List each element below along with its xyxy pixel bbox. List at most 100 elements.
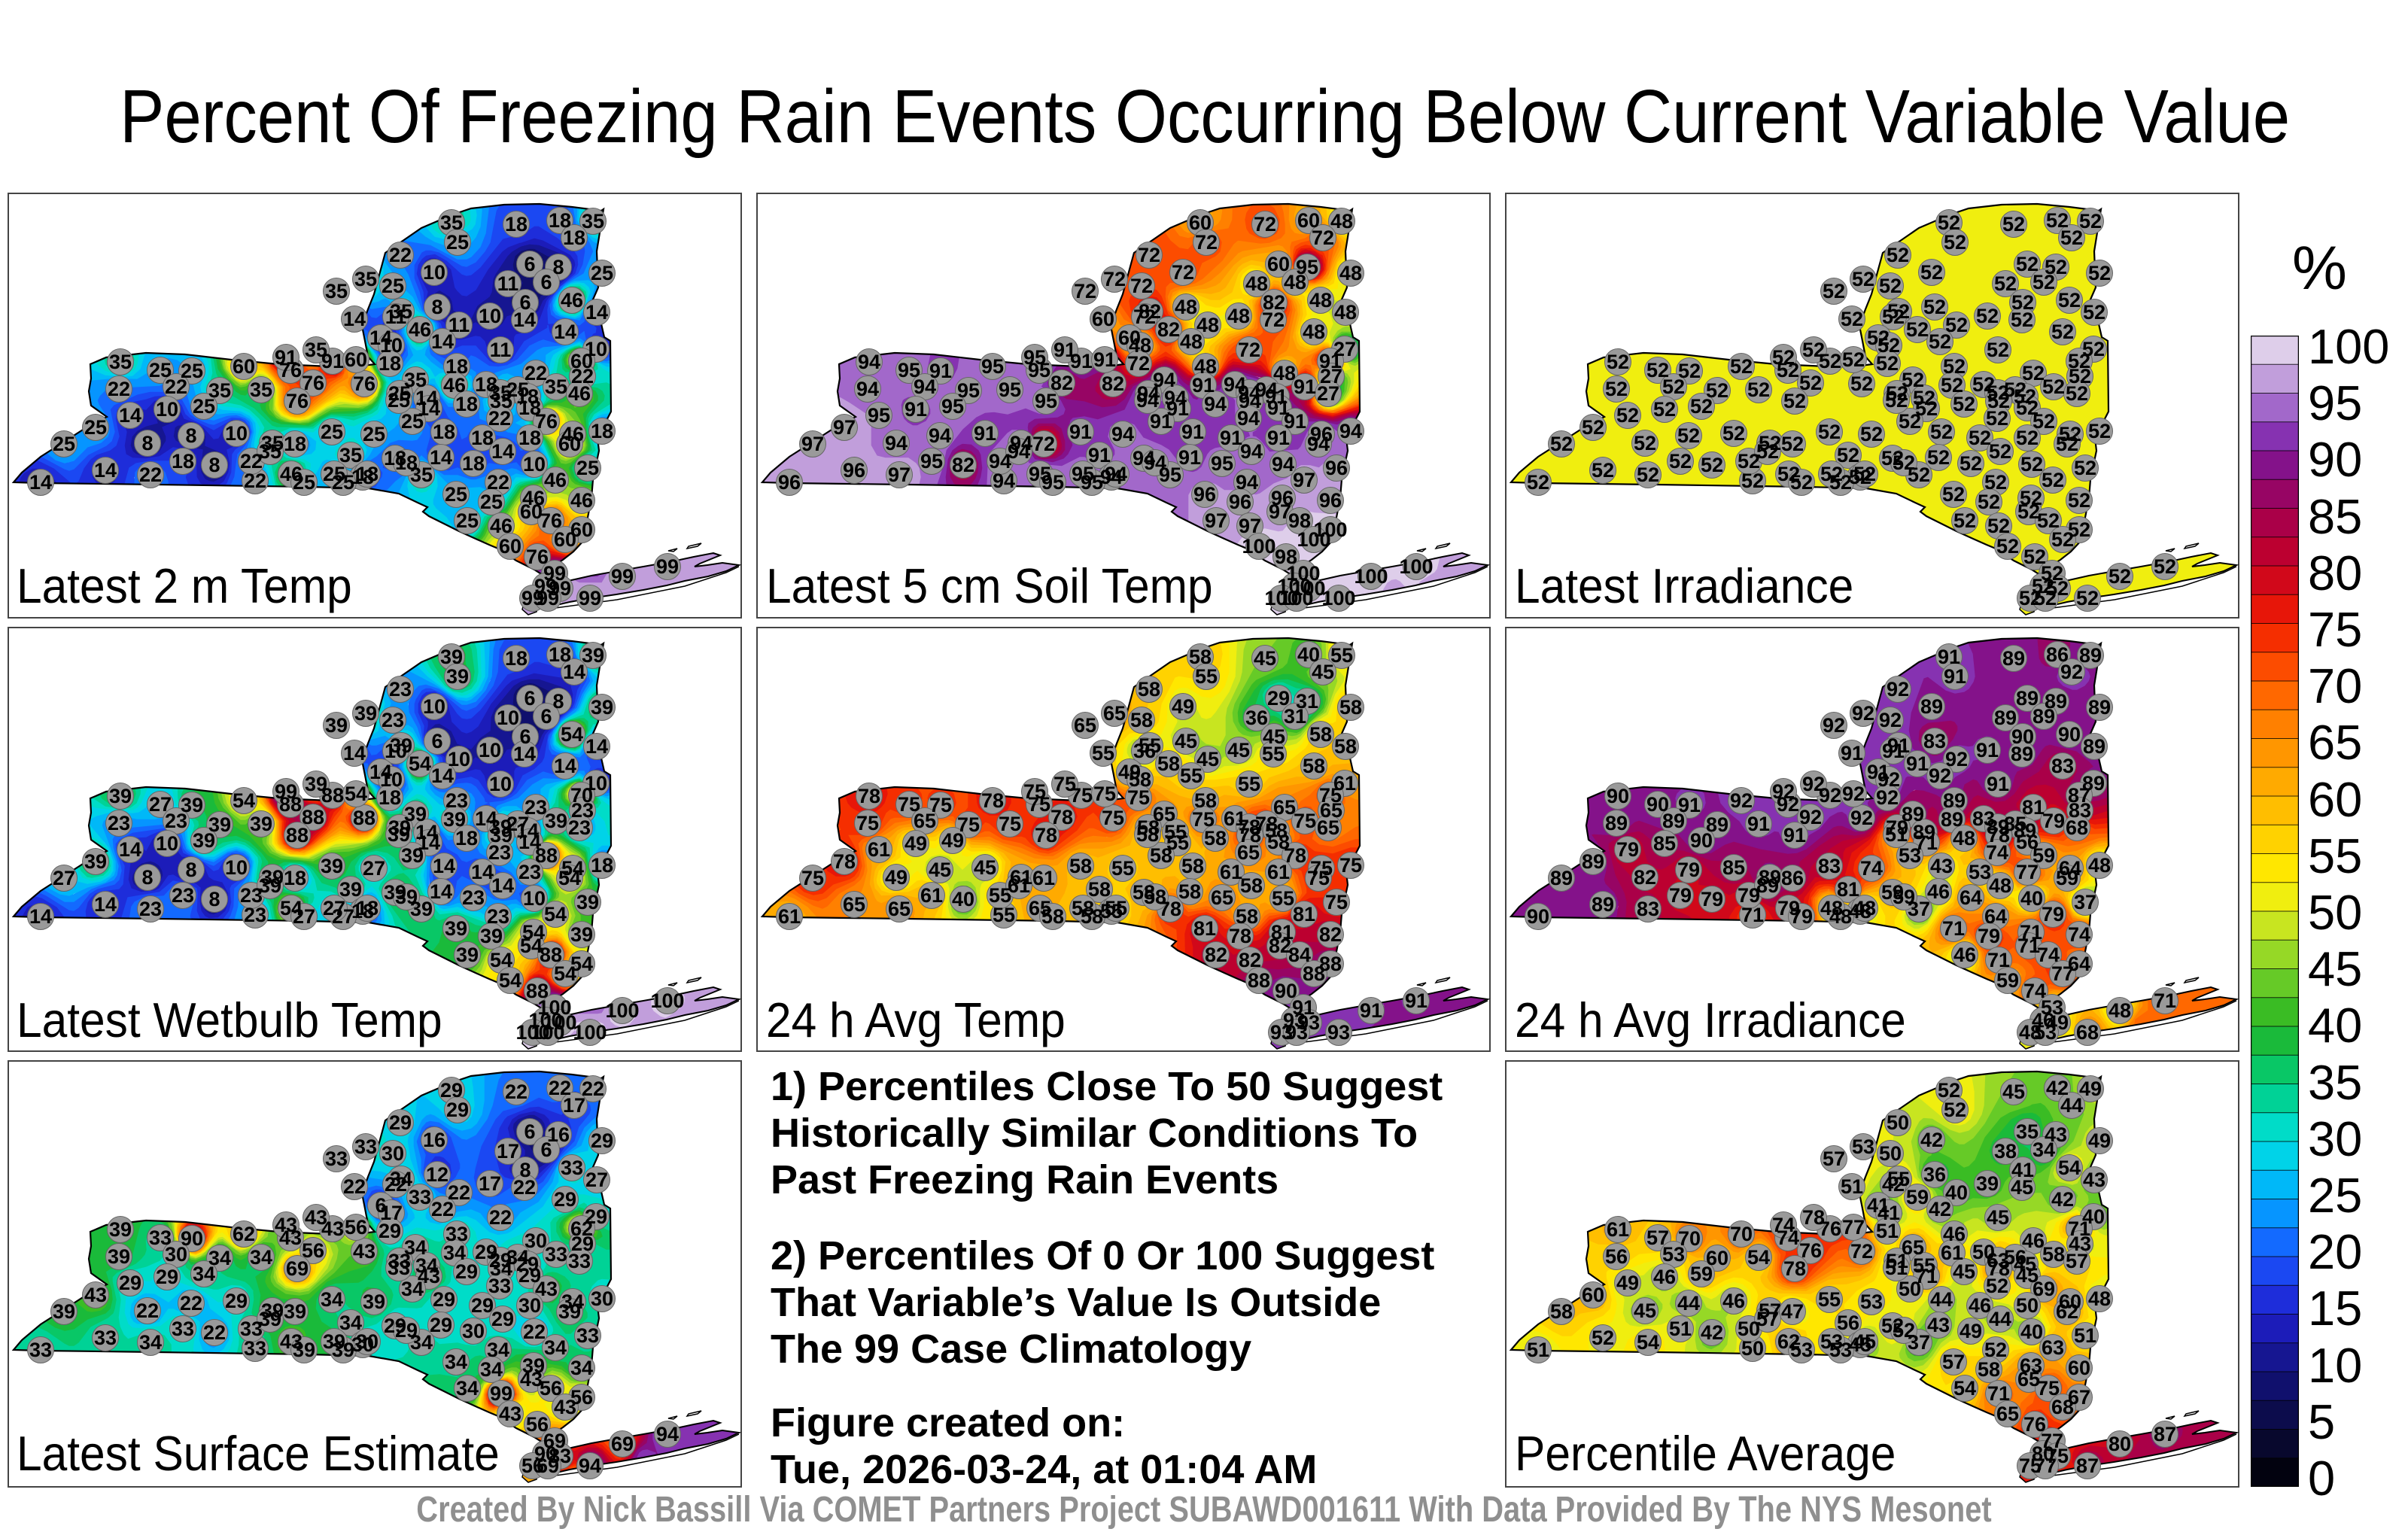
svg-text:91: 91 <box>1150 410 1172 433</box>
svg-text:39: 39 <box>570 923 592 946</box>
svg-text:52: 52 <box>1756 440 1779 463</box>
svg-text:23: 23 <box>518 861 540 883</box>
svg-text:10: 10 <box>422 261 445 284</box>
svg-text:43: 43 <box>352 1240 375 1263</box>
svg-text:10: 10 <box>478 305 500 327</box>
svg-text:94: 94 <box>929 424 951 447</box>
svg-text:53: 53 <box>1829 1339 1852 1361</box>
svg-text:61: 61 <box>1267 861 1290 883</box>
svg-text:77: 77 <box>2034 1454 2057 1477</box>
svg-text:58: 58 <box>1265 819 1288 842</box>
svg-text:52: 52 <box>1881 447 1904 470</box>
svg-text:52: 52 <box>2016 397 2039 419</box>
svg-text:22: 22 <box>239 450 262 473</box>
svg-text:88: 88 <box>534 844 557 867</box>
svg-text:49: 49 <box>1118 761 1141 783</box>
svg-text:52: 52 <box>1987 339 2009 361</box>
svg-text:58: 58 <box>1550 1300 1573 1323</box>
svg-text:48: 48 <box>1989 874 2011 897</box>
svg-text:51: 51 <box>1527 1339 1549 1361</box>
svg-text:94: 94 <box>1224 373 1246 396</box>
svg-text:61: 61 <box>1941 1242 1963 1264</box>
svg-text:99: 99 <box>578 587 600 609</box>
svg-text:39: 39 <box>388 816 410 839</box>
svg-text:57: 57 <box>1759 1299 1781 1322</box>
svg-text:52: 52 <box>1887 244 1909 266</box>
svg-text:65: 65 <box>843 893 865 916</box>
svg-text:51: 51 <box>1885 1257 1908 1279</box>
svg-text:52: 52 <box>1550 433 1573 455</box>
svg-text:22: 22 <box>202 1321 225 1344</box>
svg-text:92: 92 <box>1945 748 1968 771</box>
svg-text:60: 60 <box>1118 327 1141 349</box>
svg-text:54: 54 <box>2058 1157 2081 1179</box>
svg-text:29: 29 <box>394 1319 417 1342</box>
svg-text:74: 74 <box>2068 923 2090 946</box>
svg-text:39: 39 <box>320 855 342 877</box>
svg-text:61: 61 <box>778 905 801 928</box>
svg-text:79: 79 <box>1677 859 1700 881</box>
svg-text:14: 14 <box>432 855 455 877</box>
svg-text:52: 52 <box>1938 1079 1960 1102</box>
svg-text:6: 6 <box>375 1194 386 1217</box>
svg-text:83: 83 <box>1637 898 1659 920</box>
svg-text:58: 58 <box>1129 768 1151 791</box>
svg-text:65: 65 <box>1996 1403 2019 1425</box>
svg-text:99: 99 <box>521 587 543 609</box>
svg-text:58: 58 <box>1138 678 1160 701</box>
svg-text:52: 52 <box>1690 395 1713 418</box>
svg-text:46: 46 <box>1927 880 1950 903</box>
svg-text:95: 95 <box>1081 471 1103 494</box>
svg-text:59: 59 <box>1893 886 1915 908</box>
svg-text:75: 75 <box>1319 784 1342 807</box>
svg-text:48: 48 <box>2019 1021 2042 1044</box>
svg-text:33: 33 <box>354 1135 376 1158</box>
svg-text:98: 98 <box>1288 509 1311 532</box>
svg-text:52: 52 <box>1741 470 1764 492</box>
svg-text:52: 52 <box>1842 348 1865 371</box>
svg-text:100: 100 <box>1286 562 1320 585</box>
svg-text:29: 29 <box>383 1315 406 1337</box>
svg-text:55: 55 <box>1330 644 1353 667</box>
svg-text:78: 78 <box>1783 1257 1806 1280</box>
svg-text:30: 30 <box>461 1320 484 1342</box>
svg-text:34: 34 <box>479 1358 502 1381</box>
svg-text:10: 10 <box>384 740 406 762</box>
svg-text:52: 52 <box>2042 469 2064 491</box>
svg-text:37: 37 <box>1908 898 1930 920</box>
svg-text:52: 52 <box>1653 398 1676 421</box>
svg-text:68: 68 <box>2051 1396 2074 1418</box>
svg-text:39: 39 <box>108 785 131 807</box>
svg-text:97: 97 <box>1269 500 1291 523</box>
svg-text:54: 54 <box>489 949 512 971</box>
svg-text:52: 52 <box>1823 280 1845 302</box>
svg-text:52: 52 <box>1953 509 1976 532</box>
svg-text:85: 85 <box>1653 832 1676 855</box>
svg-text:85: 85 <box>2004 813 2026 835</box>
svg-text:25: 25 <box>148 359 171 381</box>
svg-text:14: 14 <box>585 735 607 758</box>
svg-text:10: 10 <box>224 856 247 879</box>
svg-text:59: 59 <box>1996 969 2019 992</box>
svg-text:92: 92 <box>1877 768 1900 791</box>
svg-text:60: 60 <box>519 500 542 523</box>
svg-text:8: 8 <box>185 859 196 881</box>
svg-text:52: 52 <box>2056 433 2078 455</box>
svg-text:14: 14 <box>585 301 607 324</box>
svg-text:83: 83 <box>1972 807 1995 830</box>
svg-text:34: 34 <box>444 1351 467 1373</box>
svg-text:23: 23 <box>570 799 593 822</box>
svg-text:58: 58 <box>1133 881 1155 904</box>
svg-text:90: 90 <box>1527 905 1549 928</box>
svg-text:6: 6 <box>540 705 552 728</box>
svg-text:52: 52 <box>1849 466 1871 488</box>
svg-text:91: 91 <box>1747 813 1770 835</box>
svg-text:89: 89 <box>1662 810 1685 832</box>
svg-text:100: 100 <box>1399 555 1433 578</box>
svg-text:10: 10 <box>447 748 470 771</box>
svg-text:75: 75 <box>898 793 920 816</box>
svg-text:55: 55 <box>1272 887 1294 910</box>
svg-text:39: 39 <box>445 665 468 688</box>
svg-text:61: 61 <box>1008 874 1030 897</box>
svg-text:82: 82 <box>1269 935 1291 957</box>
